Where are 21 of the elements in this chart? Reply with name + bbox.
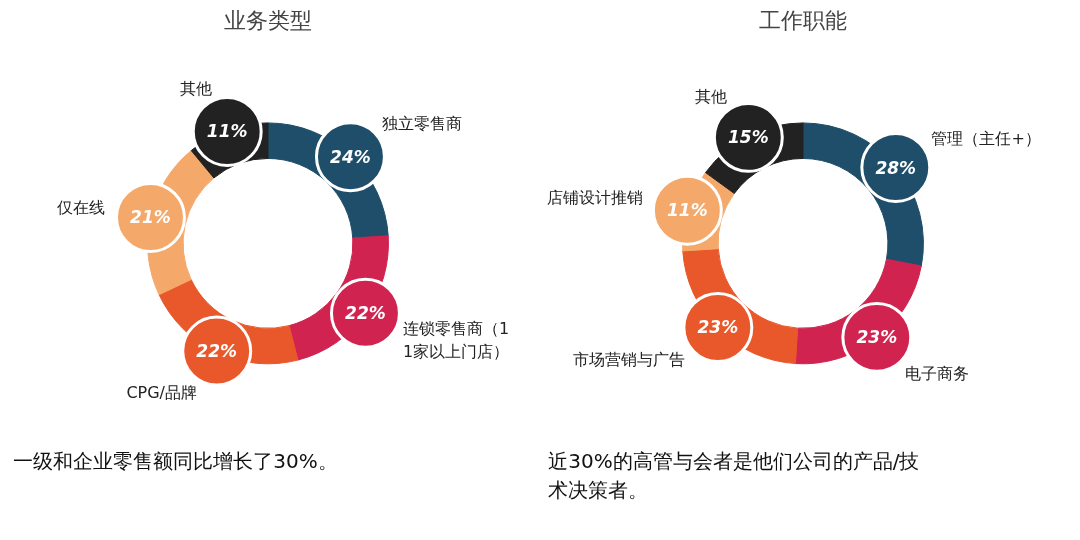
slice-label: 连锁零售商（11家以上门店） (402, 319, 510, 362)
data-label: 21% (130, 207, 171, 228)
text: 近30%的高管与会者是他们公司的产品/技术决策者。 (548, 449, 920, 503)
slice-label: 管理（主任+） (931, 128, 1041, 148)
slice-label: 市场营销与广告 (573, 350, 686, 370)
slice-label: 电子商务 (905, 364, 970, 384)
data-label: 22% (196, 341, 238, 361)
text: 一级和企业零售额同比增长了30%。 (13, 449, 338, 474)
chart-title: 业务类型 (224, 7, 312, 33)
chart-title: 工作职能 (759, 7, 847, 33)
data-label: 22% (345, 303, 386, 324)
slice-label: 店铺设计推销 (546, 187, 643, 207)
data-label: 28% (875, 157, 917, 178)
data-label: 24% (330, 146, 371, 167)
slice-label: CPG/品牌 (126, 382, 197, 402)
slice-label: 其他 (695, 87, 728, 107)
slice-label: 其他 (179, 78, 212, 98)
slice-label: 独立零售商 (382, 113, 463, 133)
data-label: 23% (856, 327, 898, 348)
data-label: 23% (697, 317, 739, 338)
slice-label: 仅在线 (57, 197, 106, 217)
